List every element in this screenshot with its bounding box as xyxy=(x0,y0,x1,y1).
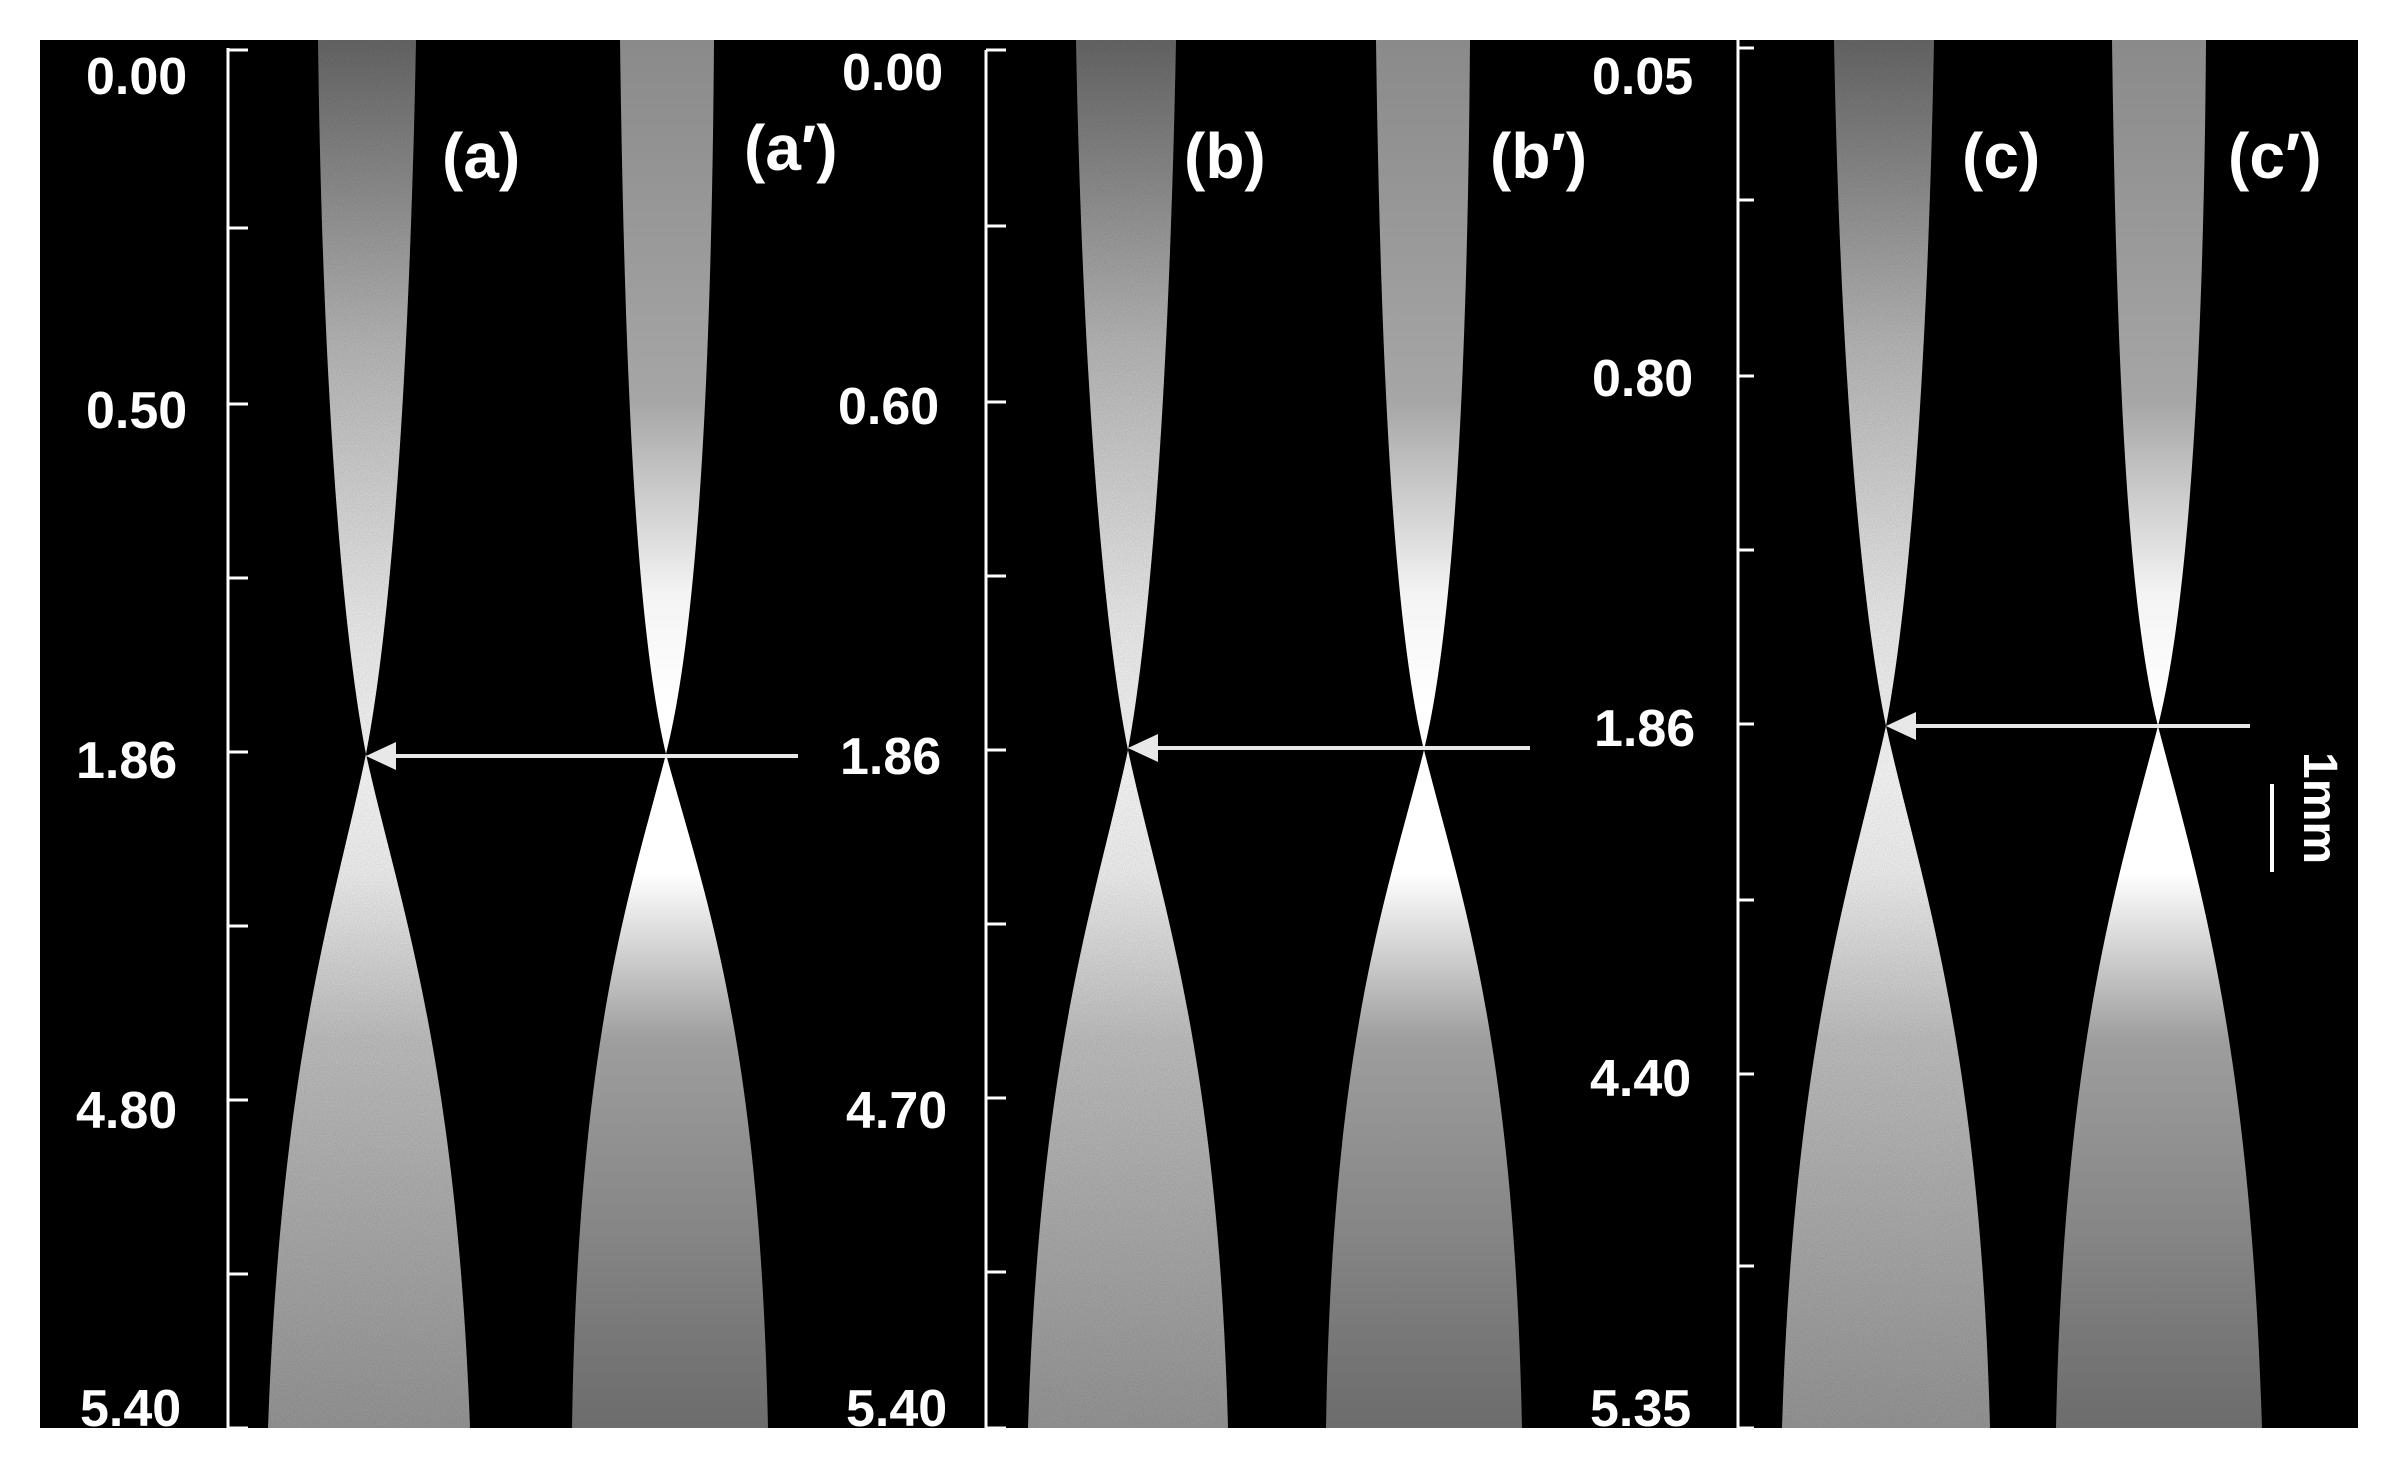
beam-c xyxy=(1782,40,1990,1428)
panel-b-prime-label: (b′) xyxy=(1490,120,1587,192)
scale-label: 1.86 xyxy=(840,728,941,786)
panel-a-prime-label: (a′) xyxy=(744,112,838,184)
panel-c-prime-label: (c′) xyxy=(2228,120,2322,192)
panel-a-label: (a) xyxy=(442,120,520,192)
scale-bar-label: 1mm xyxy=(2293,752,2346,864)
scale-label: 1.86 xyxy=(1594,700,1695,758)
scale-label: 4.70 xyxy=(846,1082,947,1140)
beam-a xyxy=(268,40,470,1428)
scale-label: 0.05 xyxy=(1592,48,1693,106)
scale-label: 1.86 xyxy=(76,732,177,790)
scale-label: 0.80 xyxy=(1592,350,1693,408)
figure-frame xyxy=(36,36,2362,1432)
scale-label: 4.40 xyxy=(1590,1050,1691,1108)
beam-b xyxy=(1028,40,1228,1428)
panel-c-label: (c) xyxy=(1962,120,2040,192)
focus-arrow-a xyxy=(366,742,798,770)
beam-a-prime xyxy=(572,40,768,1428)
scale-label: 4.80 xyxy=(76,1082,177,1140)
scale-label: 0.00 xyxy=(86,48,187,106)
beam-c-prime xyxy=(2056,40,2262,1428)
beam-b-prime xyxy=(1326,40,1522,1428)
scale-label: 0.50 xyxy=(86,382,187,440)
panel-b-background xyxy=(810,38,1738,1430)
focus-arrow-b xyxy=(1128,734,1530,762)
panel-b-scale-labels: 0.00 0.60 1.86 4.70 5.40 xyxy=(838,44,947,1438)
focus-arrow-c xyxy=(1886,712,2250,740)
scale-label: 0.60 xyxy=(838,378,939,436)
panel-b-label: (b) xyxy=(1184,120,1266,192)
scale-label: 0.00 xyxy=(842,44,943,102)
